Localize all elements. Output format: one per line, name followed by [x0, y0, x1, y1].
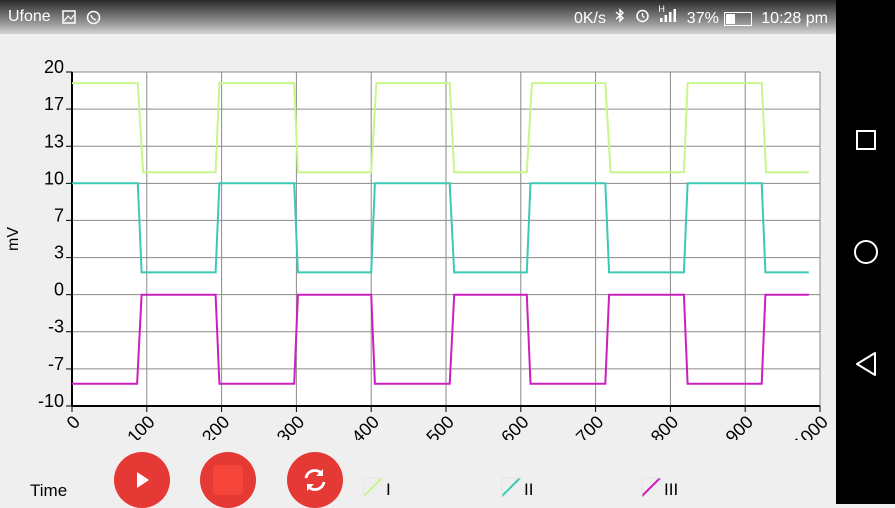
series-line-2	[72, 182, 809, 274]
y-tick-label: 17	[44, 94, 64, 114]
back-triangle-icon	[856, 352, 876, 376]
status-right-group: 0K/s H 37% 10:28 pm	[569, 4, 828, 28]
x-tick-label: 400	[348, 412, 383, 440]
signal-network-mark: H	[658, 4, 665, 14]
x-tick-label: 300	[273, 412, 308, 440]
x-tick-label: 500	[422, 412, 457, 440]
legend-swatch-i-icon	[363, 477, 383, 497]
y-tick-label: 20	[44, 57, 64, 77]
series-line-3	[72, 293, 809, 385]
refresh-icon	[304, 469, 326, 491]
battery-icon	[723, 11, 752, 26]
navigation-bar	[836, 0, 895, 504]
y-tick-label: 0	[54, 280, 64, 300]
x-tick-label: 0	[63, 412, 84, 433]
whatsapp-icon	[86, 10, 101, 30]
y-axis-label: mV	[5, 227, 22, 251]
y-tick-label: 13	[44, 131, 64, 151]
stop-button[interactable]	[200, 452, 256, 508]
legend-label-iii: III	[664, 480, 679, 499]
x-tick-label: 100	[123, 412, 158, 440]
legend-swatch-iii-icon	[641, 477, 661, 497]
stop-icon	[213, 465, 243, 495]
carrier-name: Ufone	[8, 8, 51, 25]
x-tick-label: 800	[647, 412, 682, 440]
x-tick-label: 200	[198, 412, 233, 440]
gallery-icon	[62, 10, 76, 29]
legend-label-ii: II	[524, 480, 534, 499]
x-tick-label: 900	[722, 412, 757, 440]
legend-swatch-ii-icon	[501, 477, 521, 497]
recents-button[interactable]	[851, 125, 881, 155]
network-speed: 0K/s	[573, 10, 606, 27]
y-tick-label: -10	[38, 391, 64, 411]
recents-square-icon	[856, 130, 876, 150]
y-tick-label: -3	[48, 317, 64, 337]
series-line-1	[72, 82, 809, 174]
clock-time: 10:28 pm	[761, 10, 828, 27]
y-tick-label: 3	[54, 243, 64, 263]
y-tick-label: 7	[54, 205, 64, 225]
battery-percent: 37%	[686, 10, 719, 27]
legend-label-i: I	[386, 480, 391, 499]
x-tick-label: 700	[572, 412, 607, 440]
refresh-button[interactable]	[287, 452, 343, 508]
play-button[interactable]	[114, 452, 170, 508]
signal-icon: H	[658, 4, 681, 27]
time-label: Time	[30, 481, 68, 500]
back-button[interactable]	[851, 349, 881, 379]
controls-bar: Time I II III	[0, 440, 836, 508]
play-icon	[137, 472, 149, 488]
x-tick-label: 1000	[789, 412, 831, 440]
bluetooth-icon	[615, 8, 629, 27]
y-tick-label: 10	[44, 168, 64, 188]
home-circle-icon	[854, 240, 878, 264]
y-tick-label: -7	[48, 354, 64, 374]
x-tick-label: 600	[497, 412, 532, 440]
alarm-icon	[635, 9, 654, 27]
home-button[interactable]	[851, 237, 881, 267]
status-bar: Ufone 0K/s H 37% 10:28 pm	[0, 0, 836, 34]
